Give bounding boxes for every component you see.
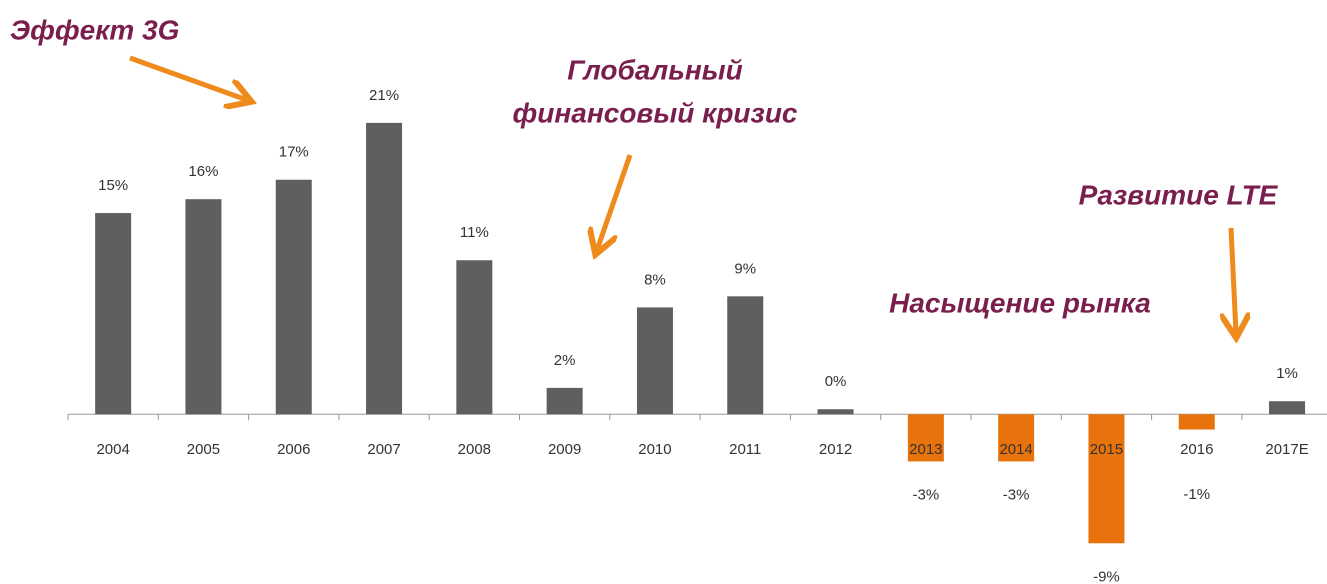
data-label: 0%: [825, 373, 847, 390]
data-label: 17%: [279, 144, 309, 161]
annotation: финансовый кризис: [512, 97, 797, 128]
x-tick-label: 2014: [999, 441, 1032, 458]
data-label: -3%: [1003, 486, 1030, 503]
data-label: 8%: [644, 271, 666, 288]
bar: [817, 409, 854, 415]
annotation: Эффект 3G: [10, 14, 179, 45]
x-tick-label: 2004: [96, 441, 129, 458]
data-label: 21%: [369, 87, 399, 104]
data-label: 11%: [460, 224, 489, 241]
x-tick-label: 2017E: [1265, 441, 1308, 458]
annotation: Глобальный: [567, 54, 743, 85]
bar: [1088, 414, 1125, 544]
bar: [1178, 414, 1215, 430]
x-tick-label: 2005: [187, 441, 220, 458]
x-tick-label: 2007: [367, 441, 400, 458]
bar: [95, 213, 132, 415]
x-tick-label: 2010: [638, 441, 671, 458]
arrow: [129, 55, 247, 100]
bar: [998, 414, 1035, 462]
x-tick-label: 2015: [1090, 441, 1123, 458]
data-label: -1%: [1183, 486, 1210, 503]
x-tick-label: 2016: [1180, 441, 1213, 458]
x-tick-label: 2006: [277, 441, 310, 458]
data-label: -3%: [913, 486, 940, 503]
data-label: 16%: [188, 163, 218, 180]
data-label: 9%: [734, 260, 756, 277]
bar: [907, 414, 944, 462]
data-label: 15%: [98, 177, 128, 194]
bar: [1269, 401, 1306, 415]
data-label: 2%: [554, 352, 576, 369]
arrow: [1231, 227, 1236, 333]
x-tick-label: 2009: [548, 441, 581, 458]
x-tick-label: 2012: [819, 441, 852, 458]
x-tick-label: 2013: [909, 441, 942, 458]
bar: [456, 260, 493, 415]
x-tick-label: 2011: [729, 441, 761, 458]
bar: [185, 199, 222, 415]
x-tick-label: 2008: [458, 441, 491, 458]
annotation: Развитие LTE: [1079, 179, 1279, 210]
bar: [546, 387, 583, 415]
bar: [636, 307, 673, 415]
bar: [727, 296, 764, 415]
data-label: -9%: [1093, 568, 1120, 584]
data-label: 1%: [1276, 365, 1298, 382]
arrow: [597, 154, 633, 250]
annotation: Насыщение рынка: [889, 287, 1151, 318]
bar: [275, 179, 312, 415]
bar: [366, 122, 403, 415]
